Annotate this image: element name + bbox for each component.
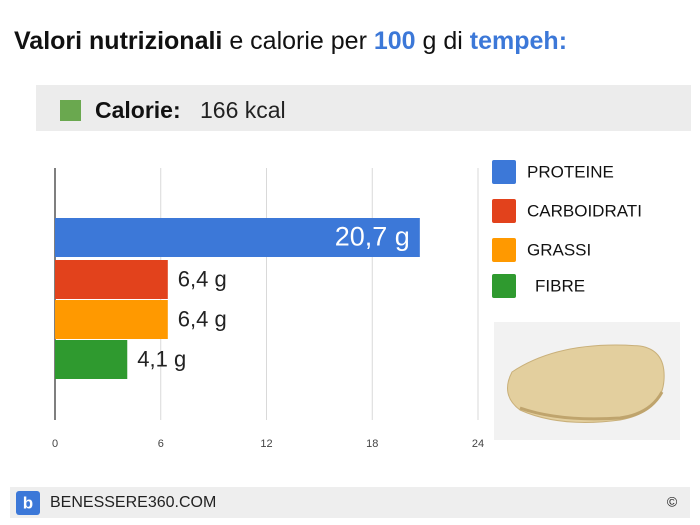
title-part: e calorie per [229, 27, 367, 55]
bar [55, 260, 168, 299]
legend-swatch [492, 160, 516, 184]
bar [55, 340, 128, 379]
title-part: 100 [374, 27, 416, 55]
value-label: 20,7 g [335, 222, 410, 252]
value-label: 6,4 g [178, 266, 227, 291]
calorie-box [36, 85, 691, 131]
value-label: 4,1 g [137, 346, 186, 371]
bar [55, 218, 420, 257]
tempeh-photo [494, 322, 680, 440]
legend-swatch [492, 238, 516, 262]
title-part: Valori nutrizionali [14, 27, 222, 55]
calorie-value: 166 kcal [200, 97, 286, 123]
calorie-label: Calorie: [95, 97, 181, 123]
copyright: © [667, 494, 678, 510]
x-tick-label: 12 [260, 438, 272, 450]
tempeh-edge [519, 391, 664, 421]
site-name: BENESSERE360.COM [50, 494, 216, 511]
title-part: tempeh: [470, 27, 567, 55]
legend-label: PROTEINE [527, 162, 614, 181]
legend-label: GRASSI [527, 240, 591, 259]
x-tick-label: 24 [472, 438, 484, 450]
plot: 0 6 12 18 24 20,7 g 6,4 g 6,4 g 4,1 g PROTEINE CAR… [52, 160, 642, 450]
legend-label: CARBOIDRATI [527, 201, 642, 220]
x-tick-label: 0 [52, 438, 58, 450]
legend-swatch [492, 199, 516, 223]
footer-bar [10, 487, 690, 518]
title: Valori nutrizionali e calorie per 100 g … [14, 27, 567, 55]
x-tick-label: 6 [158, 438, 164, 450]
bar [55, 300, 168, 339]
x-tick-label: 18 [366, 438, 378, 450]
logo-glyph: b [23, 493, 33, 512]
calorie-icon [60, 100, 81, 121]
legend-swatch [492, 274, 516, 298]
logo [16, 491, 40, 515]
title-part: g di [423, 27, 463, 55]
legend-label: FIBRE [535, 276, 585, 295]
value-label: 6,4 g [178, 306, 227, 331]
